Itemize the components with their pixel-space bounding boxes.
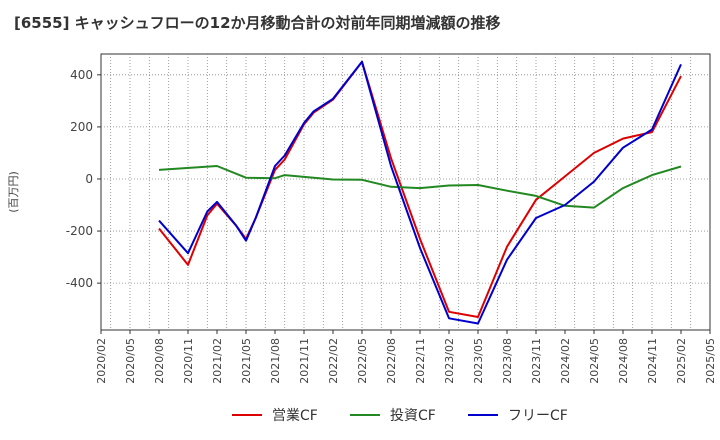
x-tick-label: 2023/11 (530, 338, 543, 384)
x-tick-label: 2022/05 (356, 338, 369, 384)
x-tick-label: 2025/05 (704, 338, 717, 384)
x-tick-label: 2020/05 (124, 338, 137, 384)
y-tick-label: 400 (70, 68, 93, 82)
x-tick-label: 2021/02 (211, 338, 224, 384)
x-tick-label: 2020/11 (182, 338, 195, 384)
legend-label: 営業CF (272, 408, 318, 424)
chart-title: [6555] キャッシュフローの12か月移動合計の対前年同期増減額の推移 (14, 14, 501, 32)
x-tick-label: 2022/11 (414, 338, 427, 384)
x-tick-label: 2025/02 (675, 338, 688, 384)
x-tick-label: 2022/02 (327, 338, 340, 384)
y-tick-label: -200 (66, 224, 93, 238)
x-tick-label: 2024/08 (617, 338, 630, 384)
y-tick-label: 0 (85, 172, 93, 186)
y-tick-label: 200 (70, 120, 93, 134)
axes: 2020/02 2020/05 2020/08 2020/11 2021/02 2021/… (7, 68, 717, 384)
x-tick-label: 2021/05 (240, 338, 253, 384)
x-tick-label: 2023/02 (443, 338, 456, 384)
x-tick-label: 2021/08 (269, 338, 282, 384)
legend-label: フリーCF (508, 408, 568, 424)
y-axis-label: (百万円) (7, 171, 20, 213)
y-tick-label: -400 (66, 276, 93, 290)
x-tick-label: 2024/11 (646, 338, 659, 384)
x-tick-label: 2024/02 (559, 338, 572, 384)
x-tick-label: 2022/08 (385, 338, 398, 384)
legend-label: 投資CF (390, 408, 436, 424)
grid-lines (100, 53, 711, 331)
series-line (158, 60, 682, 325)
x-tick-label: 2023/08 (501, 338, 514, 384)
x-tick-label: 2023/05 (472, 338, 485, 384)
x-tick-label: 2021/11 (298, 338, 311, 384)
legend: 営業CF 投資CF フリーCF (232, 408, 568, 424)
x-tick-label: 2024/05 (588, 338, 601, 384)
plot-frame (100, 53, 711, 331)
x-tick-label: 2020/08 (153, 338, 166, 384)
series-line (158, 165, 682, 209)
series-lines (158, 60, 682, 325)
x-tick-label: 2020/02 (95, 338, 108, 384)
